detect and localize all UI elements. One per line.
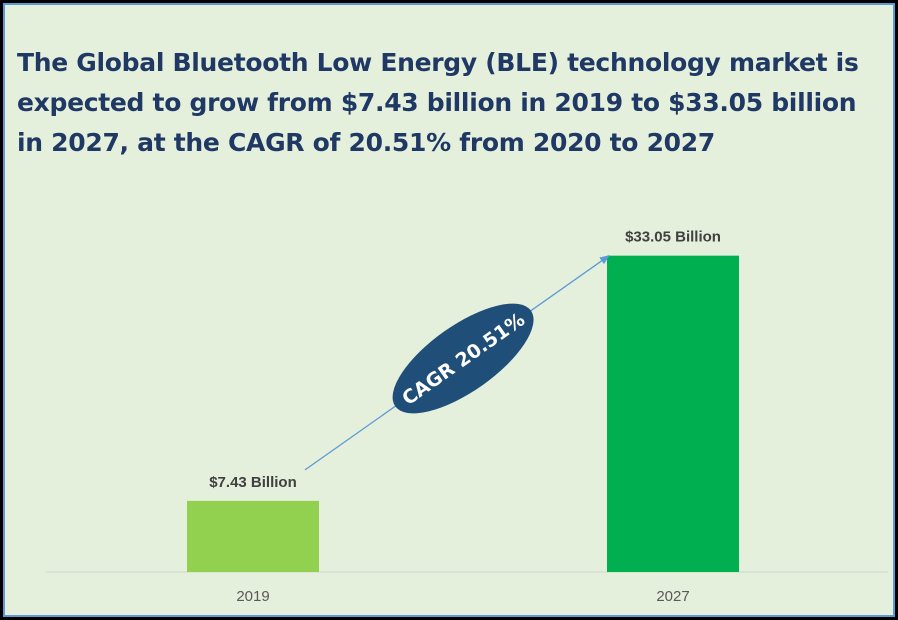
data-label-2019: $7.43 Billion [209,474,297,491]
chart-frame: The Global Bluetooth Low Energy (BLE) te… [3,3,895,617]
bar-2027 [607,255,739,572]
x-tick-label-2019: 2019 [236,588,269,605]
bars-group: $7.43 Billion 2019 $33.05 Billion 2027 [187,229,739,605]
chart-title: The Global Bluetooth Low Energy (BLE) te… [17,48,859,157]
cagr-badge-ellipse [392,303,534,414]
cagr-badge: CAGR 20.51% [392,303,534,414]
bar-2019 [187,500,319,572]
x-tick-label-2027: 2027 [656,588,689,605]
data-label-2027: $33.05 Billion [625,229,721,246]
